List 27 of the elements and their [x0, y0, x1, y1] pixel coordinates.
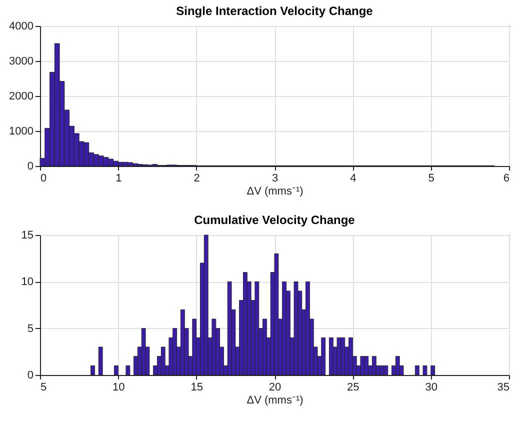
- y-tick-label: 5: [27, 322, 34, 335]
- chart-title: Cumulative Velocity Change: [194, 213, 356, 227]
- x-tick-label: 6: [503, 172, 510, 184]
- chart-title: Single Interaction Velocity Change: [176, 4, 374, 18]
- x-tick-label: 30: [425, 382, 438, 394]
- y-tick-label: 0: [27, 160, 34, 172]
- y-tick-label: 0: [27, 370, 34, 382]
- y-tick-label: 15: [21, 230, 34, 242]
- y-tick-label: 1000: [9, 126, 34, 138]
- x-tick-label: 5: [40, 382, 47, 394]
- x-tick-label: 0: [40, 172, 47, 184]
- y-tick-label: 4000: [9, 20, 34, 32]
- x-tick-label: 5: [428, 172, 434, 184]
- x-tick-label: 25: [347, 382, 360, 394]
- y-tick-label: 2000: [9, 90, 34, 102]
- x-tick-label: 4: [350, 172, 356, 184]
- x-axis-title: ΔV (mms⁻¹): [246, 186, 304, 198]
- x-tick-label: 2: [194, 172, 200, 184]
- x-tick-label: 10: [112, 382, 125, 394]
- x-tick-label: 35: [497, 382, 510, 394]
- y-tick-label: 10: [21, 276, 34, 288]
- y-tick-label: 3000: [9, 56, 34, 68]
- x-tick-label: 15: [190, 382, 203, 394]
- x-axis-title: ΔV (mms⁻¹): [246, 394, 304, 406]
- x-tick-label: 1: [116, 172, 122, 184]
- x-tick-label: 3: [272, 172, 278, 184]
- x-tick-label: 20: [268, 382, 282, 394]
